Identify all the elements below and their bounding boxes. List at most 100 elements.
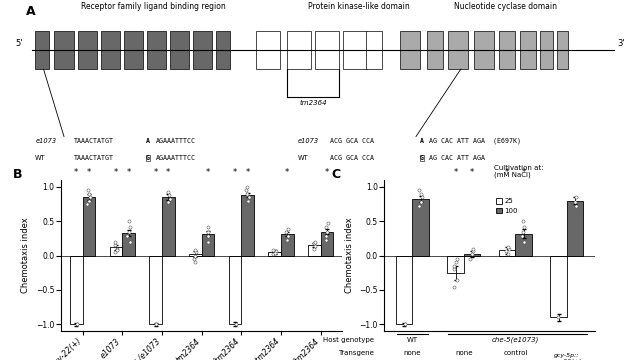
Point: [503, 251, 513, 257]
Text: ACG GCA CCA: ACG GCA CCA: [330, 138, 378, 144]
Point: [268, 251, 278, 257]
Point: [449, 284, 460, 289]
Point: [310, 239, 321, 245]
Point: [241, 188, 252, 193]
Text: *: *: [454, 168, 458, 177]
Text: A: A: [146, 138, 150, 144]
Text: *: *: [87, 168, 91, 177]
Point: [321, 234, 331, 239]
Text: Receptor family ligand binding region: Receptor family ligand binding region: [81, 2, 226, 11]
Bar: [550, 256, 567, 318]
Point: [270, 250, 280, 256]
Bar: [202, 234, 214, 256]
Bar: [448, 31, 468, 69]
Point: [310, 243, 320, 249]
Point: [414, 188, 424, 193]
Bar: [447, 256, 464, 273]
Text: e1073: e1073: [35, 138, 56, 144]
Text: AGAAATTTCC: AGAAATTTCC: [156, 138, 196, 144]
Bar: [464, 254, 481, 256]
Point: [244, 194, 254, 200]
Point: [189, 253, 200, 258]
Text: *: *: [246, 168, 250, 177]
Point: [517, 234, 527, 239]
Bar: [193, 31, 212, 69]
Point: [231, 321, 241, 327]
Bar: [189, 254, 202, 256]
Point: [570, 199, 580, 205]
Point: [503, 244, 513, 250]
Point: [449, 266, 460, 272]
Bar: [308, 245, 321, 256]
Point: [164, 196, 175, 202]
Point: [518, 229, 528, 234]
Point: [122, 234, 132, 239]
Point: [164, 192, 174, 198]
Bar: [124, 31, 143, 69]
Text: che-5(e1073): che-5(e1073): [492, 337, 539, 343]
Text: WT: WT: [407, 337, 418, 343]
Text: G: G: [146, 155, 150, 161]
Point: [84, 194, 95, 200]
Point: [110, 242, 120, 248]
Bar: [315, 31, 339, 69]
Text: Host genotype: Host genotype: [323, 337, 374, 343]
Text: TAAACTATGT: TAAACTATGT: [74, 138, 114, 144]
Bar: [228, 256, 241, 324]
Text: C: C: [332, 168, 340, 181]
Y-axis label: Chemotaxis index: Chemotaxis index: [22, 218, 31, 293]
Point: [415, 191, 426, 197]
Point: [83, 201, 93, 207]
Point: [109, 239, 120, 245]
Point: [518, 219, 529, 224]
Point: [570, 203, 580, 209]
Point: [242, 184, 252, 190]
Bar: [366, 31, 382, 69]
Point: [203, 224, 213, 230]
Point: [451, 260, 461, 265]
Point: [467, 246, 477, 252]
Bar: [149, 256, 162, 324]
Bar: [343, 31, 367, 69]
Bar: [109, 247, 122, 256]
Point: [72, 321, 83, 327]
Point: [321, 224, 331, 230]
Bar: [268, 252, 281, 256]
Bar: [170, 31, 189, 69]
Point: [308, 240, 319, 246]
Text: AGAAATTTCC: AGAAATTTCC: [156, 155, 196, 161]
Text: WT: WT: [35, 155, 46, 161]
Text: AG CAC ATT AGA  (E697K): AG CAC ATT AGA (E697K): [429, 138, 522, 144]
Point: [504, 246, 514, 252]
Text: Protein kinase-like domain: Protein kinase-like domain: [308, 2, 409, 11]
Text: control: control: [503, 350, 527, 356]
Point: [449, 263, 459, 269]
Text: *: *: [166, 168, 170, 177]
Bar: [540, 31, 553, 69]
Point: [553, 315, 563, 320]
Point: [268, 247, 278, 253]
Point: [400, 321, 410, 327]
Point: [283, 234, 293, 239]
Point: [282, 238, 292, 243]
Point: [204, 229, 214, 234]
Point: [124, 229, 134, 234]
Point: [501, 249, 511, 255]
Bar: [241, 195, 254, 256]
Bar: [515, 234, 532, 256]
Text: G: G: [420, 155, 424, 161]
Point: [284, 226, 294, 232]
Point: [203, 239, 213, 245]
Text: Nucleotide cyclase domain: Nucleotide cyclase domain: [454, 2, 557, 11]
Point: [191, 249, 201, 255]
Point: [189, 256, 199, 262]
Point: [271, 249, 281, 255]
Bar: [70, 256, 83, 324]
Text: none: none: [455, 350, 472, 356]
Text: Cultivation at:
(mM NaCl): Cultivation at: (mM NaCl): [494, 165, 543, 178]
Text: *: *: [505, 168, 509, 177]
Text: e1073: e1073: [298, 138, 319, 144]
Bar: [321, 231, 333, 256]
Bar: [412, 199, 429, 256]
Text: Transgene: Transgene: [339, 350, 374, 356]
